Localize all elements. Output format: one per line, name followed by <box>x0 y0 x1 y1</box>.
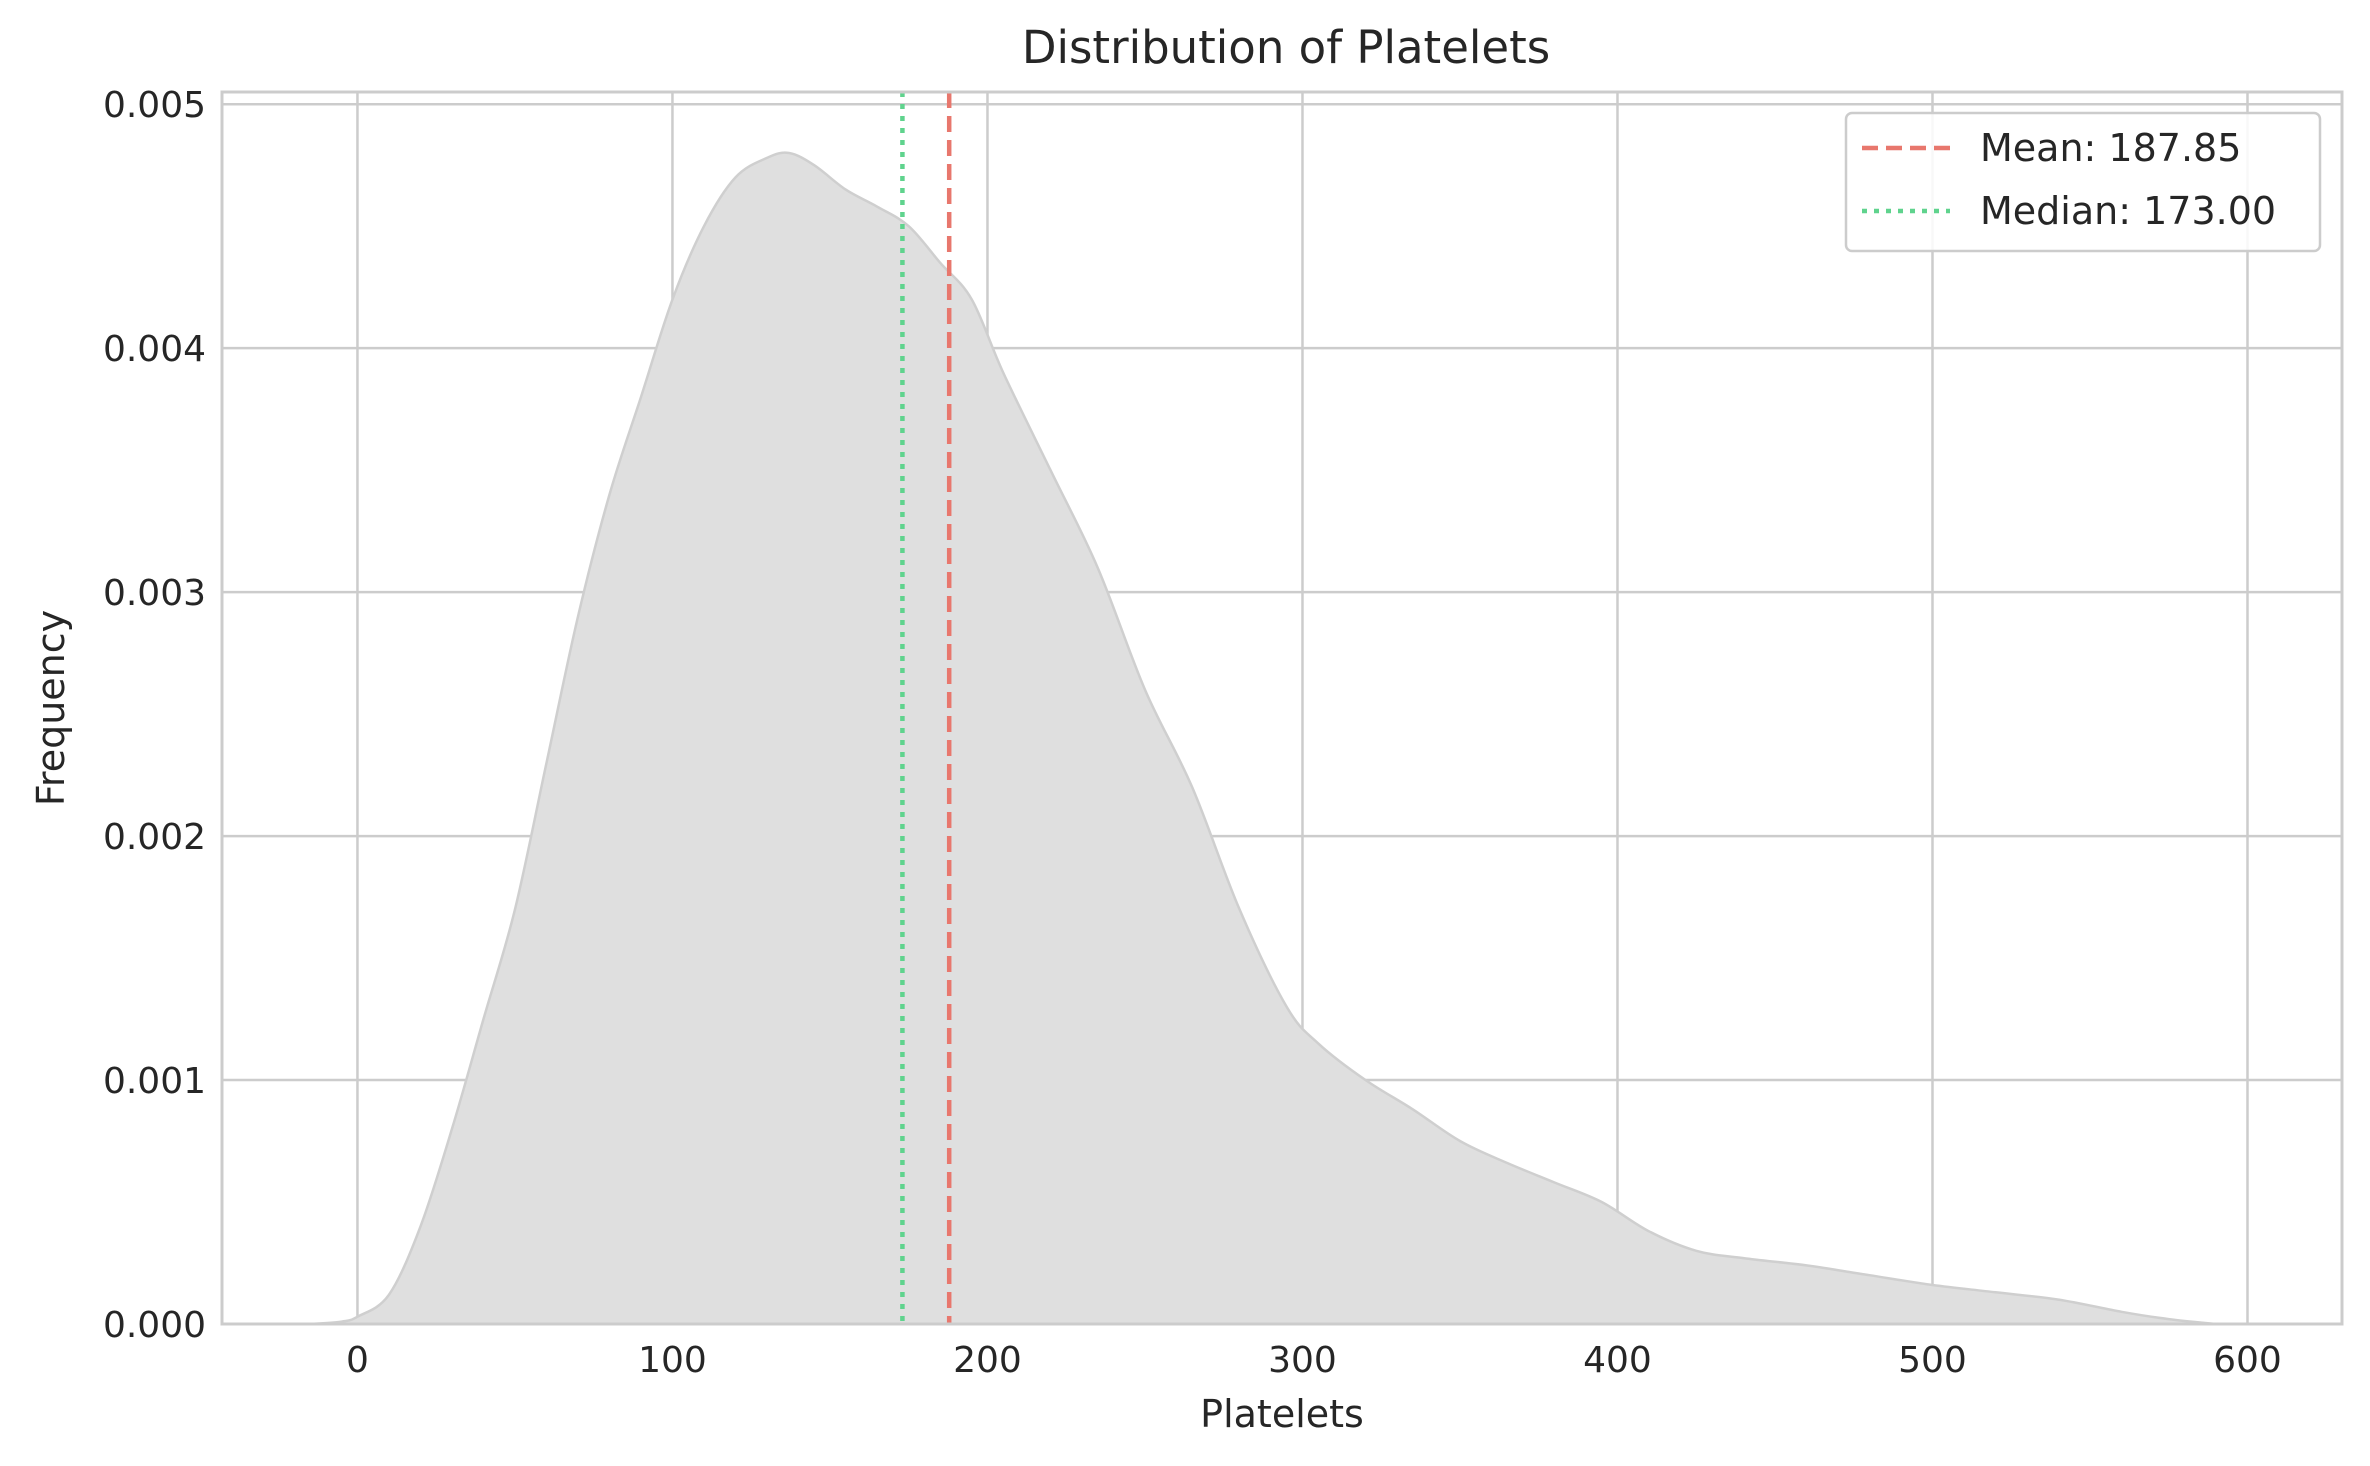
y-axis-label: Frequency <box>29 610 73 806</box>
x-tick-label-5: 500 <box>1898 1340 1967 1381</box>
x-tick-label-1: 100 <box>638 1340 707 1381</box>
plot-area <box>220 90 2344 1326</box>
legend-box <box>1844 111 2322 253</box>
y-tick-labels: 0.000 0.001 0.002 0.003 0.004 0.005 <box>103 85 206 1346</box>
x-axis-label: Platelets <box>1200 1392 1364 1436</box>
x-tick-label-2: 200 <box>953 1340 1022 1381</box>
y-tick-label-5: 0.005 <box>103 85 206 126</box>
x-tick-label-6: 600 <box>2213 1340 2282 1381</box>
x-tick-label-0: 0 <box>346 1340 369 1381</box>
x-tick-label-4: 400 <box>1583 1340 1652 1381</box>
plot-frame <box>220 90 2344 1326</box>
y-tick-label-4: 0.004 <box>103 329 206 370</box>
legend-median-label: Median: 173.00 <box>1980 189 2276 233</box>
x-tick-label-3: 300 <box>1268 1340 1337 1381</box>
x-tick-labels: 0 100 200 300 400 500 600 <box>346 1340 2282 1381</box>
chart-title: Distribution of Platelets <box>1022 21 1550 74</box>
y-tick-label-3: 0.003 <box>103 573 206 614</box>
legend: Mean: 187.85 Median: 173.00 <box>1844 111 2322 253</box>
y-tick-label-2: 0.002 <box>103 817 206 858</box>
legend-mean-label: Mean: 187.85 <box>1980 126 2241 170</box>
y-tick-label-0: 0.000 <box>103 1305 206 1346</box>
density-area <box>310 151 2217 1326</box>
y-tick-label-1: 0.001 <box>103 1061 206 1102</box>
